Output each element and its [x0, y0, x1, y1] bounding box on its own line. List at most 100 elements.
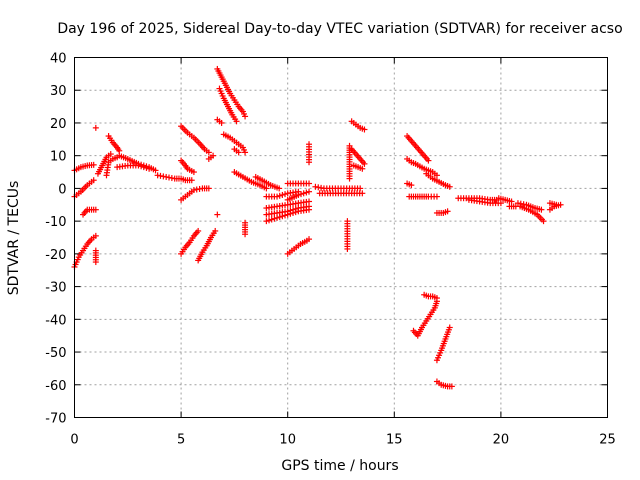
y-tick-label: 0 [58, 182, 66, 197]
data-point [271, 215, 278, 222]
series-arc-09 [105, 133, 123, 154]
grid-lines [74, 57, 608, 418]
data-point [306, 180, 313, 187]
series-arc-12 [154, 172, 195, 184]
series-arc-43 [404, 133, 432, 164]
y-tick-label: 10 [50, 150, 67, 165]
data-point [92, 206, 99, 213]
y-tick-label: 40 [50, 52, 67, 67]
x-tick-label: 25 [599, 433, 616, 448]
y-tick-label: -40 [45, 313, 66, 328]
y-tick-label: 20 [50, 117, 67, 132]
series-arc-24 [231, 146, 242, 156]
data-point [425, 157, 432, 164]
series-arc-42 [350, 162, 366, 172]
data-point [143, 164, 150, 171]
series-arc-54 [465, 196, 504, 207]
data-point [205, 185, 212, 192]
data-point [295, 191, 302, 198]
data-point [190, 169, 197, 176]
data-point [92, 124, 99, 131]
series-arc-38 [344, 218, 351, 252]
y-tick-labels: -70 -60 -50 -40 -30 -20 -10 0 10 20 30 40 [45, 52, 66, 427]
y-tick-label: -30 [45, 281, 66, 296]
x-tick-label: 20 [493, 433, 510, 448]
series-arc-49 [421, 291, 440, 302]
series-arc-16 [178, 227, 202, 257]
data-point [433, 295, 440, 302]
data-point [287, 207, 294, 214]
data-point [359, 190, 366, 197]
x-tick-label: 10 [279, 433, 296, 448]
series-arc-50 [433, 324, 453, 364]
data-point [152, 167, 159, 174]
data-point [433, 172, 440, 179]
x-tick-labels: 0 5 10 15 20 25 [70, 433, 615, 448]
plot-frame [74, 57, 608, 418]
series-arc-35 [306, 141, 313, 166]
series-arc-34 [284, 188, 313, 203]
data-point [306, 188, 313, 195]
data-point [188, 177, 195, 184]
data-point [408, 182, 415, 189]
series-arc-27 [252, 173, 283, 192]
data-point [268, 216, 275, 223]
data-point [361, 160, 368, 167]
series-arc-18 [205, 152, 217, 162]
data-point [205, 149, 212, 156]
data-point [359, 165, 366, 172]
series-arc-48 [410, 298, 440, 339]
data-point [218, 119, 225, 126]
series-arc-05 [92, 124, 99, 131]
data-point [210, 152, 217, 159]
data-point [446, 183, 453, 190]
data-point [242, 113, 249, 120]
data-point [433, 193, 440, 200]
data-point [361, 126, 368, 133]
y-tick-label: 30 [50, 84, 67, 99]
series-arc-10 [116, 152, 159, 174]
series-arc-33 [284, 180, 313, 187]
series-arc-07 [94, 151, 114, 177]
x-tick-label: 15 [386, 433, 403, 448]
data-point [282, 191, 289, 198]
data-point [242, 231, 249, 238]
data-point [92, 259, 99, 266]
data-point [92, 232, 99, 239]
series-arc-56 [506, 203, 519, 210]
data-point [233, 118, 240, 125]
data-point [140, 164, 147, 171]
series-arc-40 [348, 118, 368, 133]
data-point [195, 227, 202, 234]
data-point [90, 161, 97, 168]
series-arc-13 [178, 123, 212, 156]
data-point [279, 191, 286, 198]
data-point [138, 163, 145, 170]
axis-ticks [74, 57, 608, 418]
data-point [346, 175, 353, 182]
series-arc-31 [263, 203, 313, 218]
data-point [540, 218, 547, 225]
series-arc-26 [242, 219, 249, 238]
series-arc-11 [114, 162, 153, 172]
series-arc-22 [214, 116, 225, 126]
data-point [444, 208, 451, 215]
series-arc-47 [423, 170, 453, 190]
data-point [212, 227, 219, 234]
data-point [300, 190, 307, 197]
series-arc-17 [195, 227, 219, 264]
data-point [242, 149, 249, 156]
x-tick-label: 5 [177, 433, 185, 448]
series-arc-04 [80, 206, 99, 218]
series-arc-32 [284, 236, 313, 257]
data-point [146, 165, 153, 172]
series-arc-36 [312, 183, 364, 192]
data-point [263, 185, 270, 192]
series-arc-08 [103, 154, 121, 179]
series-arc-58 [517, 203, 547, 225]
series-arc-21 [216, 85, 240, 125]
series-arc-46 [406, 193, 440, 200]
y-axis-label: SDTVAR / TECUs [6, 181, 22, 296]
series-arc-44 [404, 155, 440, 179]
